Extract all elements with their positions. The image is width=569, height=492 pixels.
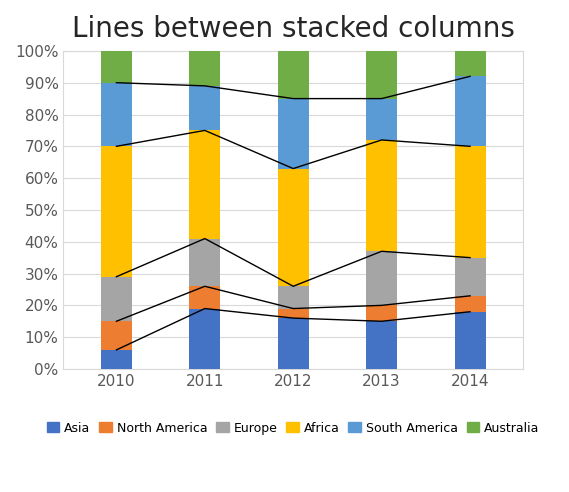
Bar — [189, 51, 220, 86]
Legend: Asia, North America, Europe, Africa, South America, Australia: Asia, North America, Europe, Africa, Sou… — [42, 417, 545, 439]
Bar — [278, 308, 309, 318]
Bar — [278, 51, 309, 98]
Bar — [366, 306, 397, 321]
Bar — [189, 130, 220, 239]
Title: Lines between stacked columns: Lines between stacked columns — [72, 15, 515, 43]
Bar — [455, 51, 485, 76]
Bar — [278, 286, 309, 308]
Bar — [366, 98, 397, 140]
Bar — [101, 83, 132, 146]
Bar — [455, 312, 485, 369]
Bar — [189, 86, 220, 130]
Bar — [278, 98, 309, 169]
Bar — [455, 258, 485, 296]
Bar — [101, 51, 132, 83]
Bar — [189, 239, 220, 286]
Bar — [101, 146, 132, 277]
Bar — [278, 318, 309, 369]
Bar — [189, 308, 220, 369]
Bar — [101, 350, 132, 369]
Bar — [366, 51, 397, 98]
Bar — [366, 140, 397, 251]
Bar — [366, 251, 397, 306]
Bar — [366, 321, 397, 369]
Bar — [189, 286, 220, 308]
Bar — [455, 296, 485, 312]
Bar — [278, 169, 309, 286]
Bar — [455, 76, 485, 146]
Bar — [101, 321, 132, 350]
Bar — [101, 277, 132, 321]
Bar — [455, 146, 485, 258]
